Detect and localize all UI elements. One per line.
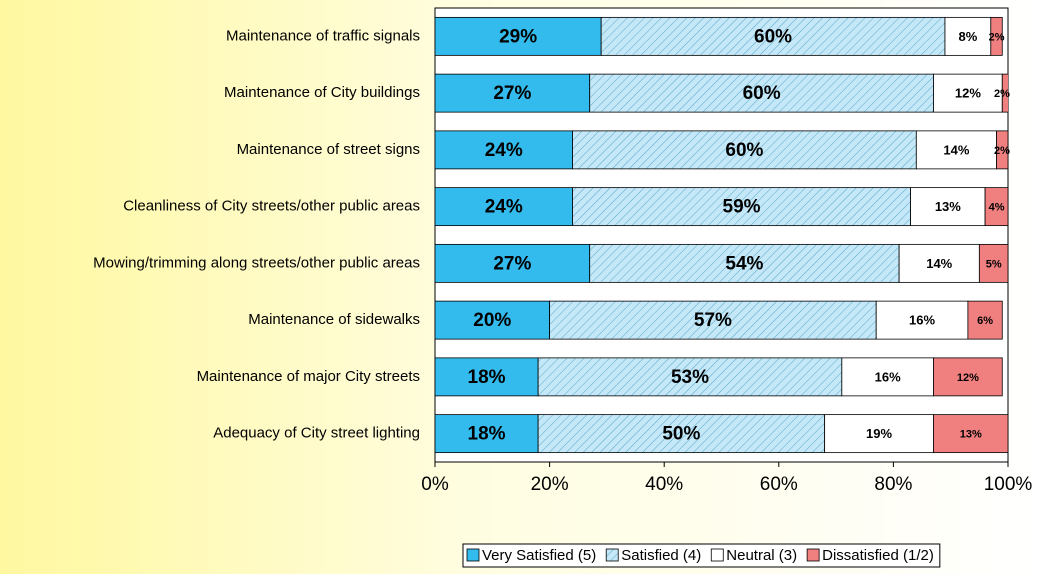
bar-segment xyxy=(435,414,539,454)
data-label: 2% xyxy=(994,88,1010,100)
data-label: 13% xyxy=(960,429,982,441)
bar-segment xyxy=(933,414,1008,454)
data-label: 19% xyxy=(866,426,892,441)
data-label: 14% xyxy=(926,256,952,271)
data-label: 57% xyxy=(694,310,732,331)
data-label: 6% xyxy=(977,315,993,327)
data-label: 2% xyxy=(994,145,1010,157)
category-label: Maintenance of major City streets xyxy=(197,368,420,385)
data-label: 18% xyxy=(468,424,506,445)
category-label: Adequacy of City street lighting xyxy=(213,425,420,442)
bar-segment xyxy=(435,357,539,397)
legend-swatch xyxy=(466,548,480,562)
x-tick-label: 80% xyxy=(874,474,912,495)
category-label: Maintenance of traffic signals xyxy=(226,27,420,44)
legend-label: Satisfied (4) xyxy=(621,547,701,564)
data-label: 54% xyxy=(725,253,763,274)
data-label: 16% xyxy=(875,369,901,384)
data-label: 8% xyxy=(958,29,977,44)
data-label: 29% xyxy=(499,26,537,47)
legend-swatch xyxy=(710,548,724,562)
bars xyxy=(435,16,1008,454)
data-label: 13% xyxy=(935,199,961,214)
category-label: Cleanliness of City streets/other public… xyxy=(123,198,420,215)
data-label: 4% xyxy=(989,202,1005,214)
x-tick-label: 60% xyxy=(760,474,798,495)
bar-segment xyxy=(984,187,1008,227)
data-label: 16% xyxy=(909,313,935,328)
bar-segment xyxy=(978,243,1008,283)
bar-segment xyxy=(944,16,992,56)
bar-segment xyxy=(898,243,980,283)
bar-segment xyxy=(910,187,986,227)
legend-swatch xyxy=(806,548,820,562)
data-label: 27% xyxy=(493,253,531,274)
x-tick-label: 40% xyxy=(645,474,683,495)
data-label: 60% xyxy=(743,83,781,104)
bar-segment xyxy=(824,414,934,454)
bar-segment xyxy=(572,130,917,170)
data-label: 59% xyxy=(723,197,761,218)
legend: Very Satisfied (5) Satisfied (4) Neutral (… xyxy=(462,543,941,568)
legend-label: Dissatisfied (1/2) xyxy=(822,547,934,564)
data-label: 27% xyxy=(493,83,531,104)
legend-label: Neutral (3) xyxy=(726,547,797,564)
legend-swatch xyxy=(605,548,619,562)
bar-segment xyxy=(435,130,573,170)
bar-segment xyxy=(435,300,550,340)
data-label: 5% xyxy=(986,258,1002,270)
legend-box xyxy=(462,543,941,568)
data-label: 12% xyxy=(955,86,981,101)
bar-segment xyxy=(841,357,934,397)
category-label: Mowing/trimming along streets/other publ… xyxy=(93,254,420,271)
data-label: 60% xyxy=(725,140,763,161)
bar-segment xyxy=(537,414,826,454)
bar-segment xyxy=(990,16,1003,56)
category-label: Maintenance of street signs xyxy=(237,141,420,158)
data-label: 24% xyxy=(485,140,523,161)
x-tick-label: 100% xyxy=(984,474,1033,495)
bar-segment xyxy=(549,300,877,340)
data-label: 50% xyxy=(662,424,700,445)
data-label: 20% xyxy=(473,310,511,331)
data-label: 2% xyxy=(989,31,1005,43)
bar-segment xyxy=(1001,73,1008,113)
bar-segment xyxy=(600,16,946,56)
bar-segment xyxy=(589,73,934,113)
bar-segment xyxy=(589,243,900,283)
bar-segment xyxy=(435,16,602,56)
x-tick-label: 20% xyxy=(531,474,569,495)
bar-segment xyxy=(996,130,1008,170)
bar-segment xyxy=(933,357,1003,397)
data-label: 53% xyxy=(671,367,709,388)
data-label: 12% xyxy=(957,372,979,384)
data-label: 14% xyxy=(943,142,969,157)
bar-segment xyxy=(915,130,997,170)
bar-segment xyxy=(572,187,911,227)
bar-segment xyxy=(875,300,969,340)
data-label: 24% xyxy=(485,197,523,218)
category-label: Maintenance of City buildings xyxy=(224,84,420,101)
bar-segment xyxy=(967,300,1003,340)
category-label: Maintenance of sidewalks xyxy=(248,311,420,328)
legend-label: Very Satisfied (5) xyxy=(482,547,596,564)
data-label: 60% xyxy=(754,26,792,47)
x-tick-label: 0% xyxy=(421,474,449,495)
data-label: 18% xyxy=(468,367,506,388)
